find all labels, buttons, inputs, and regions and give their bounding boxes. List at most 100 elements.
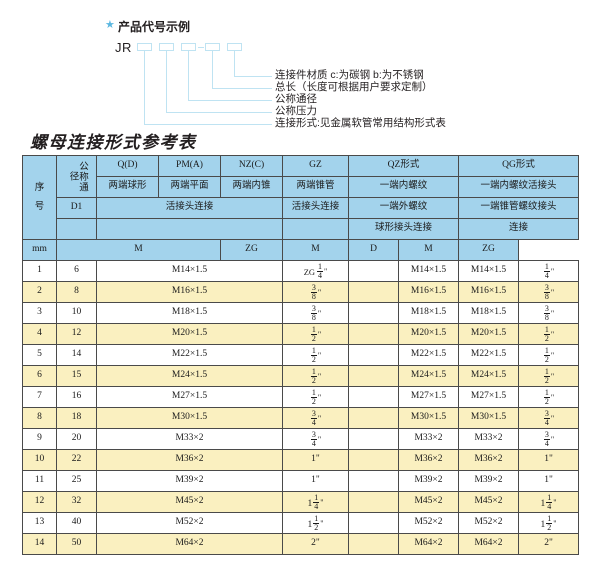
cell-nominal-bore: 40 bbox=[56, 512, 97, 534]
cell-nominal-bore: 50 bbox=[56, 533, 97, 555]
table-row: 7 16 M27×1.5 1 2 " M27×1.5 M27×1.5 1 2 " bbox=[22, 386, 580, 408]
cell-nominal-bore: 6 bbox=[56, 260, 97, 282]
header-desc2-left-merged: 活接头连接 bbox=[96, 197, 283, 219]
cell-seq: 2 bbox=[22, 281, 57, 303]
cell-qg-m: M36×2 bbox=[458, 449, 520, 471]
cell-qg-zg: 1 1 4 " bbox=[518, 491, 580, 513]
cell-qz-d: M64×2 bbox=[397, 533, 460, 555]
cell-seq: 7 bbox=[22, 386, 57, 408]
leader-line-4-vertical bbox=[166, 51, 167, 112]
leader-line-5-vertical bbox=[144, 51, 145, 124]
cell-qz-m bbox=[348, 386, 399, 408]
header-unit-zg-qg: ZG bbox=[458, 239, 520, 261]
code-dash bbox=[198, 47, 204, 48]
leader-line-3-horizontal bbox=[188, 100, 272, 101]
header-desc1-gz: 两端锥管 bbox=[282, 176, 349, 198]
header-desc1-pma: 两端平面 bbox=[158, 176, 221, 198]
cell-qz-m bbox=[348, 407, 399, 429]
table-row: 13 40 M52×2 1 1 2 " M52×2 M52×2 1 1 2 " bbox=[22, 512, 580, 534]
cell-qg-zg: 3 8 " bbox=[518, 302, 580, 324]
table-row: 2 8 M16×1.5 3 8 " M16×1.5 M16×1.5 3 8 " bbox=[22, 281, 580, 303]
header-desc1-qg: 一端内螺纹活接头 bbox=[458, 176, 580, 198]
cell-qz-m bbox=[348, 260, 399, 282]
code-box-1 bbox=[137, 43, 152, 51]
header-desc2-qg: 一端锥管螺纹接头 bbox=[458, 197, 580, 219]
cell-qg-m: M20×1.5 bbox=[458, 323, 520, 345]
cell-seq: 14 bbox=[22, 533, 57, 555]
header-group-code-gz: GZ bbox=[282, 155, 349, 177]
header-unit-m-qz: M bbox=[282, 239, 349, 261]
cell-m-left: M39×2 bbox=[96, 470, 283, 492]
cell-qg-zg: 2" bbox=[518, 533, 580, 555]
cell-nominal-bore: 8 bbox=[56, 281, 97, 303]
cell-m-left: M30×1.5 bbox=[96, 407, 283, 429]
cell-m-left: M33×2 bbox=[96, 428, 283, 450]
table-row: 1 6 M14×1.5 ZG 1 4 " M14×1.5 M14×1.5 1 4 " bbox=[22, 260, 580, 282]
cell-qg-m: M30×1.5 bbox=[458, 407, 520, 429]
cell-qg-m: M27×1.5 bbox=[458, 386, 520, 408]
cell-seq: 13 bbox=[22, 512, 57, 534]
table-row: 5 14 M22×1.5 1 2 " M22×1.5 M22×1.5 1 2 " bbox=[22, 344, 580, 366]
cell-nominal-bore: 12 bbox=[56, 323, 97, 345]
table-row: 4 12 M20×1.5 1 2 " M20×1.5 M20×1.5 1 2 " bbox=[22, 323, 580, 345]
cell-gz-zg: 1" bbox=[282, 449, 349, 471]
cell-qz-d: M52×2 bbox=[397, 512, 460, 534]
cell-gz-zg: 3 8 " bbox=[282, 302, 349, 324]
diagram-label-nominal-pressure: 公称压力 bbox=[275, 105, 317, 117]
product-code-diagram: ★ 产品代号示例 JR 连接件材质 c:为碳钢 b:为不锈钢 总长（长度可根据用… bbox=[0, 0, 600, 129]
leader-line-4-horizontal bbox=[166, 112, 272, 113]
header-desc1-nzc: 两端内锥 bbox=[220, 176, 283, 198]
header-group-code-qz: QZ形式 bbox=[347, 155, 460, 177]
header-nominal-bore-label: 公称通径 bbox=[67, 160, 88, 193]
cell-qz-d: M36×2 bbox=[397, 449, 460, 471]
cell-qz-m bbox=[348, 533, 399, 555]
header-desc2-gz: 活接头连接 bbox=[282, 197, 349, 219]
cell-qg-zg: 3 4 " bbox=[518, 407, 580, 429]
cell-qz-d: M16×1.5 bbox=[397, 281, 460, 303]
cell-m-left: M20×1.5 bbox=[96, 323, 283, 345]
cell-qg-zg: 1 2 " bbox=[518, 365, 580, 387]
cell-seq: 8 bbox=[22, 407, 57, 429]
cell-nominal-bore: 18 bbox=[56, 407, 97, 429]
header-d1: D1 bbox=[56, 197, 97, 219]
cell-seq: 12 bbox=[22, 491, 57, 513]
header-seq-line2: 号 bbox=[34, 201, 45, 212]
diagram-label-total-length: 总长（长度可根据用户要求定制） bbox=[275, 81, 433, 93]
cell-qg-m: M16×1.5 bbox=[458, 281, 520, 303]
header-seq-line1: 序 bbox=[34, 182, 45, 193]
cell-qz-d: M18×1.5 bbox=[397, 302, 460, 324]
cell-qz-m bbox=[348, 512, 399, 534]
header-desc3-qz: 球形接头连接 bbox=[347, 218, 460, 240]
cell-qg-zg: 1 1 2 " bbox=[518, 512, 580, 534]
header-unit-m-left: M bbox=[56, 239, 221, 261]
leader-line-3-vertical bbox=[188, 51, 189, 100]
cell-qz-m bbox=[348, 365, 399, 387]
cell-nominal-bore: 20 bbox=[56, 428, 97, 450]
cell-qg-m: M14×1.5 bbox=[458, 260, 520, 282]
cell-qz-d: M45×2 bbox=[397, 491, 460, 513]
cell-nominal-bore: 22 bbox=[56, 449, 97, 471]
cell-qg-zg: 1 2 " bbox=[518, 386, 580, 408]
cell-m-left: M16×1.5 bbox=[96, 281, 283, 303]
cell-qg-m: M24×1.5 bbox=[458, 365, 520, 387]
header-spacer-bore bbox=[56, 218, 97, 240]
cell-seq: 3 bbox=[22, 302, 57, 324]
diagram-label-material: 连接件材质 c:为碳钢 b:为不锈钢 bbox=[275, 69, 424, 81]
cell-gz-zg: 3 4 " bbox=[282, 428, 349, 450]
cell-qg-m: M18×1.5 bbox=[458, 302, 520, 324]
cell-qz-d: M33×2 bbox=[397, 428, 460, 450]
code-prefix-label: JR bbox=[115, 40, 132, 55]
cell-qg-zg: 1 2 " bbox=[518, 323, 580, 345]
cell-m-left: M14×1.5 bbox=[96, 260, 283, 282]
cell-qz-m bbox=[348, 449, 399, 471]
table-row: 12 32 M45×2 1 1 4 " M45×2 M45×2 1 1 4 " bbox=[22, 491, 580, 513]
cell-seq: 5 bbox=[22, 344, 57, 366]
star-icon: ★ bbox=[105, 19, 115, 31]
cell-gz-zg: 1 1 4 " bbox=[282, 491, 349, 513]
cell-gz-zg: 1 2 " bbox=[282, 365, 349, 387]
cell-gz-zg: ZG 1 4 " bbox=[282, 260, 349, 282]
header-spacer-left bbox=[96, 218, 283, 240]
cell-m-left: M64×2 bbox=[96, 533, 283, 555]
cell-qg-m: M45×2 bbox=[458, 491, 520, 513]
cell-nominal-bore: 32 bbox=[56, 491, 97, 513]
